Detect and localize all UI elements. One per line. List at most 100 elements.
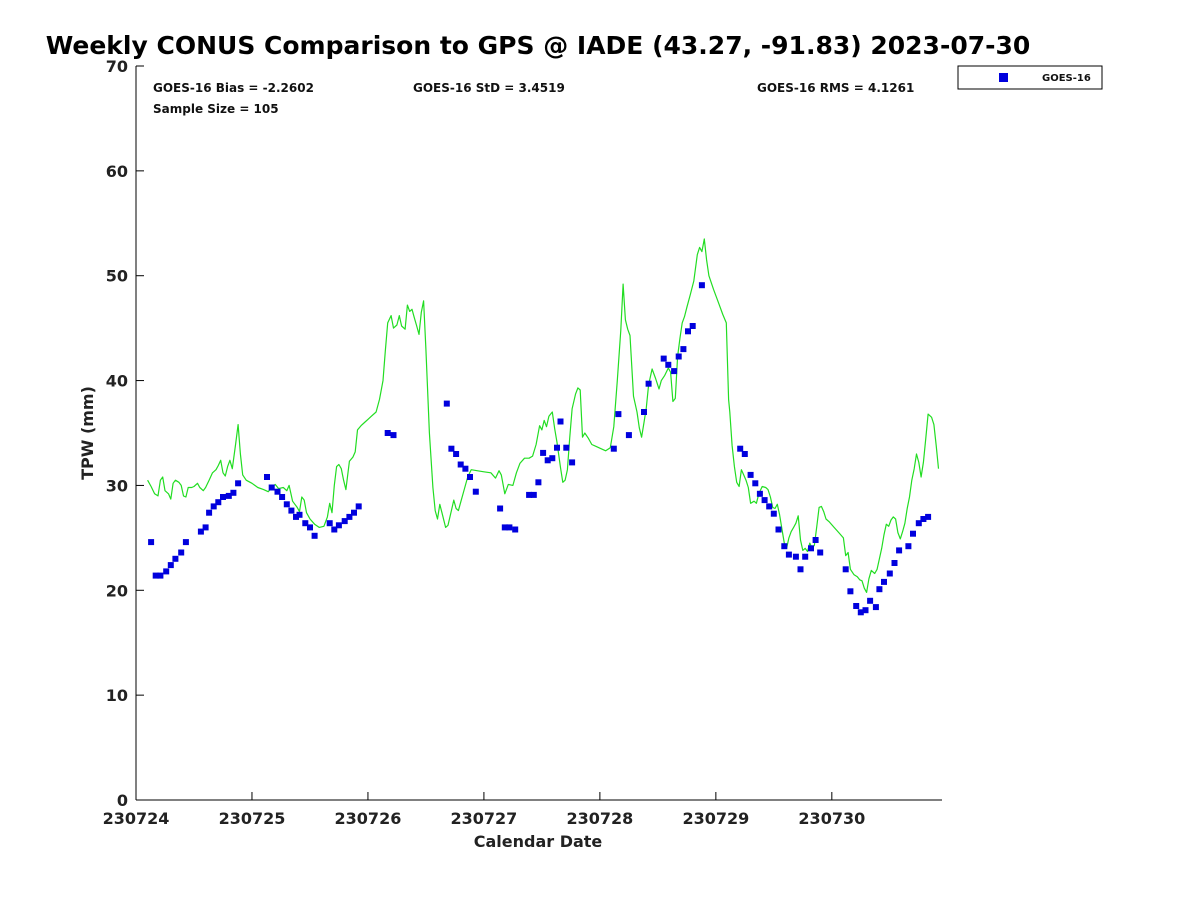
data-point-goes16 [665,361,672,368]
data-point-goes16 [752,480,759,487]
data-point-goes16 [781,543,788,550]
data-point-goes16 [172,555,179,562]
data-point-goes16 [896,547,903,554]
data-point-goes16 [920,516,927,522]
data-point-goes16 [645,380,652,387]
data-point-goes16 [453,451,460,457]
data-point-goes16 [797,566,804,573]
data-point-goes16 [152,572,159,579]
data-point-goes16 [812,537,819,543]
data-point-goes16 [163,568,170,575]
data-point-goes16 [925,513,932,520]
data-point-goes16 [501,524,508,531]
data-point-goes16 [685,328,691,335]
data-point-goes16 [526,491,533,498]
data-point-goes16 [557,418,564,425]
data-point-goes16 [283,501,290,508]
y-tick-label: 20 [106,581,128,600]
data-point-goes16 [775,526,782,533]
data-point-goes16 [467,474,473,480]
data-point-goes16 [288,507,295,514]
data-point-goes16 [274,488,281,495]
data-point-goes16 [206,509,213,516]
data-point-goes16 [689,323,696,329]
data-point-goes16 [351,509,357,516]
data-point-goes16 [390,432,397,439]
x-tick-label: 230725 [219,809,286,828]
y-tick-label: 30 [106,476,128,495]
x-axis-label: Calendar Date [474,832,603,851]
data-point-goes16 [853,603,860,609]
data-point-goes16 [615,411,622,418]
data-point-goes16 [512,526,519,533]
data-point-goes16 [544,457,551,464]
y-tick-label: 40 [106,372,128,391]
data-point-goes16 [202,524,209,531]
data-point-goes16 [671,368,678,375]
x-tick-label: 230727 [451,809,518,828]
data-point-goes16 [384,430,391,436]
data-point-goes16 [905,543,912,550]
data-point-goes16 [876,586,883,593]
data-point-goes16 [457,461,464,468]
legend-label-goes16: GOES-16 [1042,73,1091,84]
axes [135,66,942,801]
series-gps-line [147,238,940,593]
data-point-goes16 [178,549,185,556]
data-point-goes16 [847,588,854,595]
data-point-goes16 [817,549,824,556]
stat-sample-size: Sample Size = 105 [153,102,279,116]
data-point-goes16 [210,503,217,510]
data-point-goes16 [355,503,362,510]
data-point-goes16 [296,511,303,518]
data-point-goes16 [540,449,547,456]
data-point-goes16 [881,578,887,585]
x-tick-label: 230724 [103,809,170,828]
y-tick-label: 10 [106,686,128,705]
y-axis-ticks: 0 10 20 30 40 50 60 70 [106,57,144,810]
x-tick-label: 230730 [798,809,865,828]
data-point-goes16 [563,444,570,451]
data-point-goes16 [792,553,799,560]
data-point-goes16 [443,400,450,407]
data-point-goes16 [157,572,164,579]
data-point-goes16 [737,445,744,452]
stat-std: GOES-16 StD = 3.4519 [413,81,565,95]
data-point-goes16 [530,491,537,498]
data-point-goes16 [569,459,576,466]
data-point-goes16 [756,490,763,497]
data-point-goes16 [625,432,632,439]
stat-rms: GOES-16 RMS = 4.1261 [757,81,914,95]
stat-bias: GOES-16 Bias = -2.2602 [153,81,314,95]
data-point-goes16 [886,570,893,577]
plot-area [136,66,942,800]
data-point-goes16 [910,530,916,537]
data-point-goes16 [331,526,338,533]
data-point-goes16 [549,455,556,462]
data-point-goes16 [915,520,922,527]
data-point-goes16 [220,494,226,500]
data-point-goes16 [867,597,874,604]
legend-box [957,65,1103,90]
data-point-goes16 [346,513,353,520]
data-point-goes16 [641,409,647,415]
data-point-goes16 [264,474,270,480]
data-point-goes16 [326,520,333,527]
data-point-goes16 [279,494,286,500]
series-goes16-points-group [148,282,932,616]
data-point-goes16 [770,510,777,517]
data-point-goes16 [506,524,513,531]
data-point-goes16 [862,607,869,614]
data-point-goes16 [785,551,792,558]
data-point-goes16 [335,522,342,529]
data-point-goes16 [341,518,348,525]
data-point-goes16 [225,492,232,499]
y-tick-label: 70 [106,57,128,76]
data-point-goes16 [872,604,879,611]
data-point-goes16 [268,484,275,491]
x-tick-label: 230726 [335,809,402,828]
data-point-goes16 [167,562,174,569]
data-point-goes16 [448,445,455,452]
data-point-goes16 [302,520,309,527]
data-point-goes16 [215,499,222,506]
